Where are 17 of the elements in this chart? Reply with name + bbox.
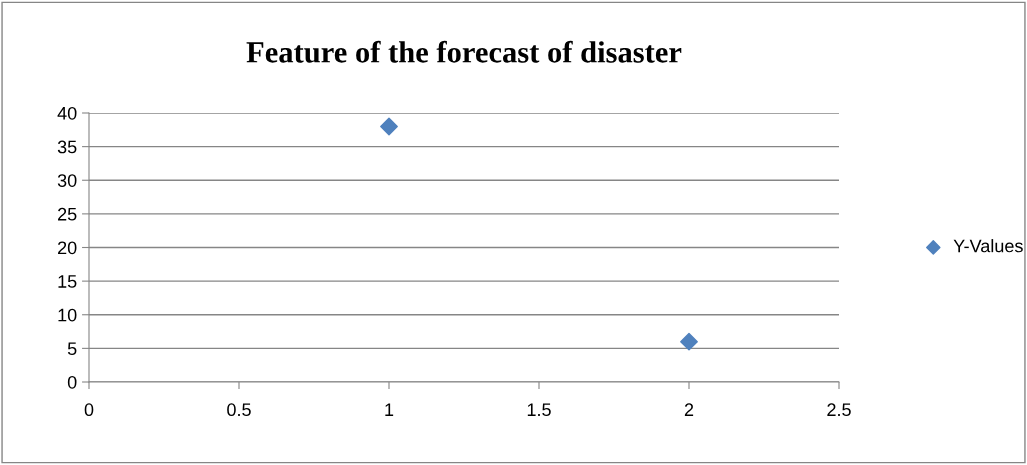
x-tick-label: 0.5 <box>227 403 251 417</box>
x-tick-label: 2 <box>684 403 694 416</box>
x-tick-label: 1 <box>385 403 394 416</box>
y-tick-label: 25 <box>58 207 77 221</box>
legend-label: Y-Values <box>953 239 1023 253</box>
y-tick-label: 20 <box>58 241 77 255</box>
y-tick-label: 40 <box>57 106 77 120</box>
y-tick-label: 0 <box>67 375 77 389</box>
x-tick-label: 1.5 <box>527 403 551 417</box>
y-tick-label: 15 <box>58 275 77 288</box>
y-tick-label: 10 <box>58 308 77 322</box>
y-tick-label: 35 <box>57 140 77 154</box>
x-tick-label: 2.5 <box>827 403 851 417</box>
x-tick-label: 0 <box>84 403 94 417</box>
y-tick-label: 30 <box>57 174 77 187</box>
chart-title: Feature of the forecast of disaster <box>246 40 682 63</box>
y-tick-label: 5 <box>67 342 77 356</box>
